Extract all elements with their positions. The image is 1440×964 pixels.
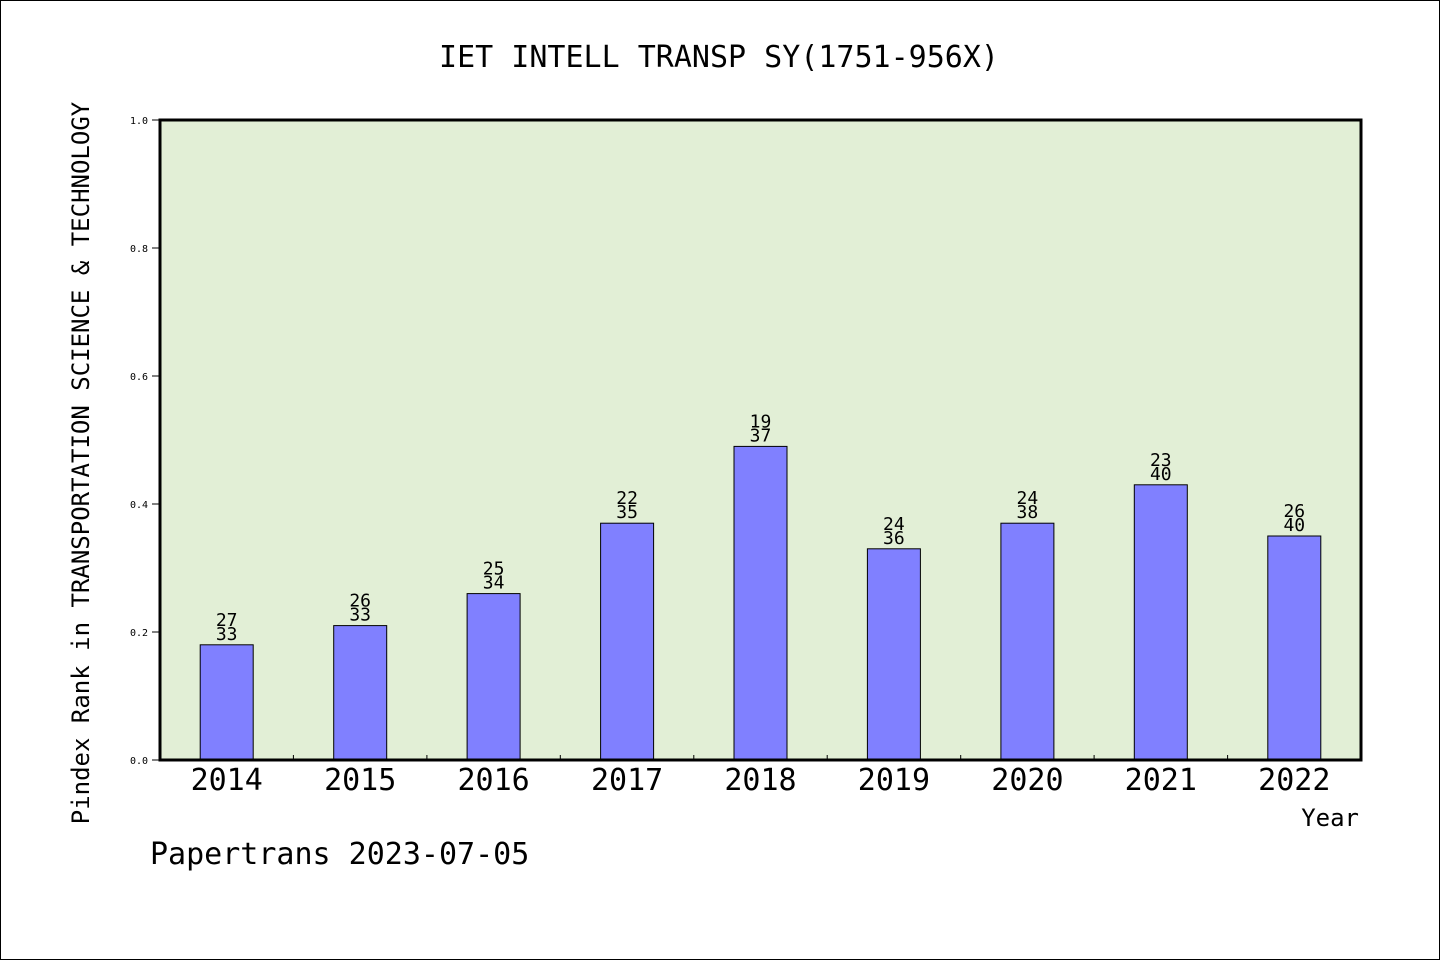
- rank-label-2017: 22: [616, 488, 638, 509]
- x-tick-label-2019: 2019: [858, 763, 930, 798]
- rank-label-2020: 24: [1017, 488, 1039, 509]
- x-tick-label-2018: 2018: [724, 763, 796, 798]
- total-label-2014: 33: [216, 624, 238, 645]
- rank-label-2019: 24: [883, 514, 905, 535]
- total-label-2018: 37: [750, 425, 772, 446]
- bar-2017: [600, 522, 655, 761]
- total-label-2022: 40: [1283, 515, 1305, 536]
- total-label-2017: 35: [616, 502, 638, 523]
- total-label-2020: 38: [1017, 502, 1039, 523]
- bar-2022: [1267, 535, 1322, 761]
- y-tick-label-5: 1.0: [130, 116, 148, 127]
- rank-label-2021: 23: [1150, 450, 1172, 471]
- x-tick-label-2020: 2020: [991, 763, 1063, 798]
- y-tick-label-4: 0.8: [130, 244, 148, 255]
- bar-2021: [1133, 484, 1188, 761]
- y-tick-label-0: 0.0: [130, 756, 148, 767]
- plot-border: [158, 118, 1363, 762]
- x-tick-label-2015: 2015: [324, 763, 396, 798]
- bar-2018: [733, 445, 788, 761]
- bar-2016: [466, 593, 521, 761]
- y-tick-label-3: 0.6: [130, 372, 148, 383]
- x-tick-label-2017: 2017: [591, 763, 663, 798]
- rank-label-2018: 19: [750, 411, 772, 432]
- y-tick-label-2: 0.4: [130, 500, 148, 511]
- x-tick-label-2022: 2022: [1258, 763, 1330, 798]
- rank-label-2022: 26: [1283, 501, 1305, 522]
- bar-2020: [1000, 522, 1055, 761]
- x-axis-label: Year: [1301, 804, 1359, 832]
- chart-title: IET INTELL TRANSP SY(1751-956X): [439, 40, 999, 75]
- bar-2015: [333, 625, 388, 761]
- rank-label-2015: 26: [349, 591, 371, 612]
- total-label-2021: 40: [1150, 464, 1172, 485]
- footer-text: Papertrans 2023-07-05: [150, 837, 529, 872]
- bar-2014: [199, 644, 254, 761]
- total-label-2015: 33: [349, 605, 371, 626]
- total-label-2019: 36: [883, 528, 905, 549]
- x-tick-label-2016: 2016: [457, 763, 529, 798]
- x-tick-label-2014: 2014: [191, 763, 263, 798]
- total-label-2016: 34: [483, 573, 505, 594]
- x-tick-label-2021: 2021: [1125, 763, 1197, 798]
- y-tick-label-1: 0.2: [130, 628, 148, 639]
- rank-label-2014: 27: [216, 610, 238, 631]
- bar-2019: [866, 548, 921, 761]
- rank-label-2016: 25: [483, 559, 505, 580]
- y-axis-label: Pindex Rank in TRANSPORTATION SCIENCE & …: [67, 101, 95, 824]
